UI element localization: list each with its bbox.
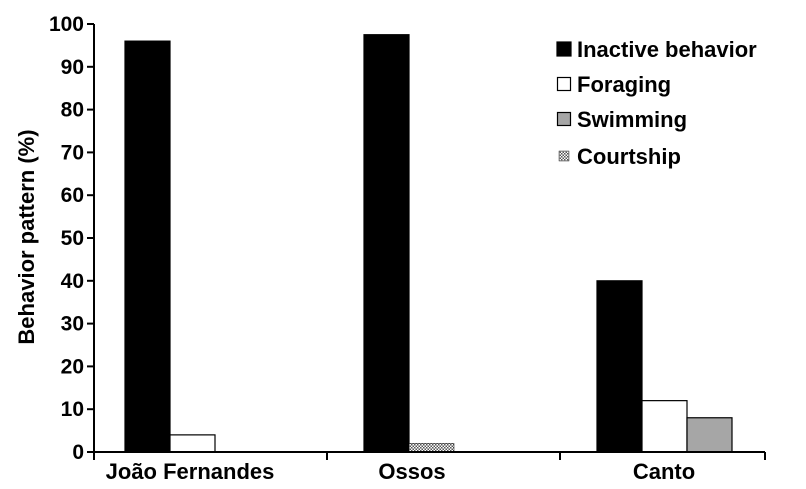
legend-label-courtship: Courtship [577, 144, 681, 169]
bar-canto-inactive-behavior [596, 280, 643, 453]
y-tick-label-60: 60 [61, 184, 84, 207]
legend-marker-courtship [558, 150, 570, 162]
legend: Inactive behavior Foraging Swimming Courtsh… [556, 37, 757, 169]
bar-canto-foraging [641, 400, 688, 453]
legend-marker-inactive-behavior [556, 41, 572, 57]
legend-label-swimming: Swimming [577, 107, 687, 132]
y-tick-label-40: 40 [61, 270, 84, 293]
legend-label-inactive-behavior: Inactive behavior [577, 37, 757, 62]
plot-area [124, 34, 733, 453]
bar-joao-fernandes-foraging [169, 434, 216, 453]
y-tick-label-80: 80 [61, 99, 84, 122]
y-tick-label-20: 20 [61, 355, 84, 378]
bar-canto-swimming [686, 417, 733, 453]
legend-marker-foraging [556, 76, 572, 92]
bar-joao-fernandes-inactive-behavior [124, 40, 171, 453]
x-tick-label-joao-fernandes: João Fernandes [106, 459, 275, 484]
x-tick-label-ossos: Ossos [378, 459, 445, 484]
x-tick-label-canto: Canto [633, 459, 695, 484]
y-tick-label-70: 70 [61, 141, 84, 164]
bar-ossos-inactive-behavior [363, 34, 410, 453]
legend-label-foraging: Foraging [577, 72, 671, 97]
legend-marker-swimming [556, 111, 572, 127]
y-tick-label-100: 100 [49, 13, 84, 36]
y-tick-label-0: 0 [72, 441, 84, 464]
y-tick-label-10: 10 [61, 398, 84, 421]
bar-ossos-courtship [408, 443, 455, 453]
y-tick-label-50: 50 [61, 227, 84, 250]
y-tick-label-30: 30 [61, 313, 84, 336]
y-tick-label-90: 90 [61, 56, 84, 79]
y-axis-title: Behavior pattern (%) [14, 129, 39, 344]
axes: 0 10 20 30 40 50 60 70 80 90 100 João Fernandes Osso… [49, 13, 766, 484]
